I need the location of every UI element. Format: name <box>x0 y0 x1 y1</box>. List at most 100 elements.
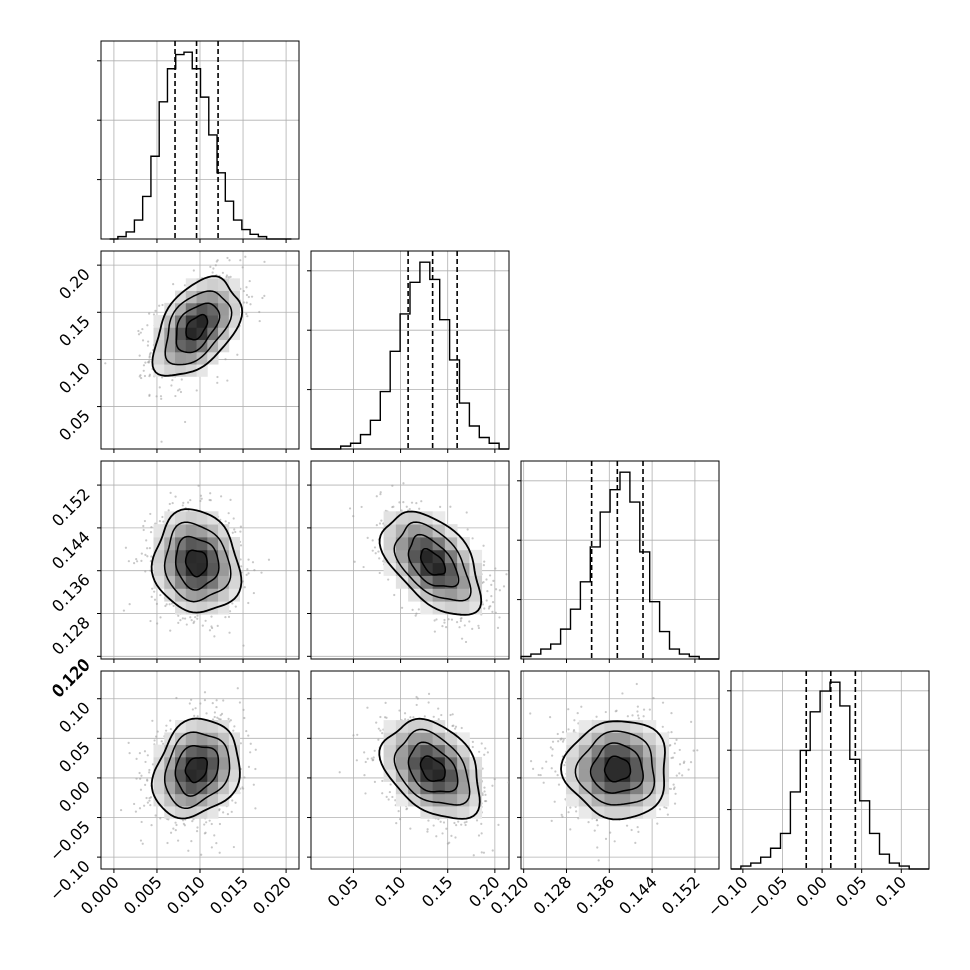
density-cell <box>153 524 165 538</box>
scatter-point <box>681 774 684 777</box>
density-cell <box>420 588 434 602</box>
density-cell <box>207 511 219 525</box>
density-cell <box>175 364 187 377</box>
density-cell <box>395 536 409 551</box>
x-tick-label: 0.152 <box>658 872 704 918</box>
scatter-point <box>348 507 352 510</box>
density-cell <box>196 511 208 525</box>
density-cell <box>218 756 230 770</box>
scatter-point <box>160 376 164 379</box>
scatter-point <box>498 589 501 592</box>
scatter-point <box>216 259 219 262</box>
density-cell <box>196 549 208 564</box>
scatter-point <box>441 625 444 628</box>
scatter-point <box>247 558 250 561</box>
scatter-point <box>171 501 174 505</box>
contour-line <box>163 521 232 603</box>
scatter-point <box>247 601 250 605</box>
scatter-point <box>489 605 492 608</box>
scatter-point <box>475 819 479 822</box>
scatter-point <box>218 851 221 854</box>
scatter-point <box>211 626 214 630</box>
scatter-point <box>215 705 218 709</box>
density-cell <box>218 549 230 564</box>
scatter-point <box>221 271 224 274</box>
scatter-point <box>560 813 563 816</box>
scatter-point <box>491 849 494 852</box>
scatter-point <box>146 555 149 558</box>
scatter-point <box>614 710 617 713</box>
scatter-point <box>127 560 130 563</box>
scatter-point <box>167 509 170 512</box>
density-cell <box>196 769 208 782</box>
scatter-point <box>181 819 185 822</box>
scatter-point <box>226 256 229 260</box>
scatter-point <box>561 731 565 734</box>
scatter-point <box>569 828 572 831</box>
scatter-point <box>136 560 139 563</box>
scatter-point <box>197 484 200 487</box>
scatter-point <box>656 822 659 825</box>
scatter-point <box>146 344 149 347</box>
scatter-point <box>142 369 145 372</box>
x-tick-label: 0.005 <box>120 872 166 918</box>
density-cell <box>196 720 208 733</box>
scatter-point <box>443 621 446 624</box>
scatter-point <box>217 717 220 720</box>
scatter-point <box>177 839 180 842</box>
scatter-point <box>227 512 230 515</box>
scatter-point <box>551 754 554 757</box>
density-cell <box>153 793 165 807</box>
scatter-point <box>149 796 153 799</box>
density-cell <box>185 511 197 525</box>
scatter-point <box>387 798 390 801</box>
scatter-point <box>156 622 159 625</box>
axes-frame <box>100 670 300 870</box>
scatter-point <box>387 578 390 581</box>
scatter-point <box>556 773 559 777</box>
scatter-point <box>213 834 216 837</box>
density-cell <box>643 744 657 758</box>
density-cell <box>185 327 197 341</box>
scatter-point <box>549 746 552 749</box>
scatter-point <box>183 284 187 287</box>
scatter-point <box>138 752 141 755</box>
y-tick-label: 0.10 <box>55 698 94 737</box>
scatter-point <box>149 512 152 516</box>
scatter-point <box>637 830 640 833</box>
density-cell <box>432 793 446 807</box>
density-cell <box>643 806 657 819</box>
scatter-point <box>487 607 491 610</box>
histogram-step-line <box>520 471 719 660</box>
scatter-point <box>140 559 143 562</box>
scatter-point <box>159 395 163 398</box>
scatter-point <box>689 761 693 764</box>
scatter-point <box>232 729 235 732</box>
y-tick-label: 0.144 <box>48 527 94 573</box>
density-cell <box>196 364 208 377</box>
density-cell <box>196 744 208 758</box>
scatter-point <box>388 790 391 794</box>
density-cell <box>228 302 240 316</box>
scatter-point <box>216 716 219 719</box>
scatter-point <box>384 701 387 704</box>
histogram-panel-2 <box>307 250 510 453</box>
scatter-point <box>253 569 256 572</box>
scatter-point <box>541 767 544 770</box>
density-cell <box>383 720 397 733</box>
density-cell <box>207 315 219 328</box>
scatter-point <box>559 738 562 741</box>
scatter-point <box>442 821 446 824</box>
density-cell <box>175 339 187 353</box>
density-cell <box>565 781 580 795</box>
density-cell <box>408 511 421 525</box>
scatter-point <box>175 696 178 700</box>
scatter-point <box>482 544 485 547</box>
scatter-point <box>242 289 245 293</box>
scatter-point <box>193 714 196 717</box>
scatter-point <box>484 793 487 796</box>
scatter-point <box>550 767 553 770</box>
scatter-point <box>690 720 693 723</box>
scatter-point <box>557 783 561 786</box>
density-cell <box>185 315 197 328</box>
